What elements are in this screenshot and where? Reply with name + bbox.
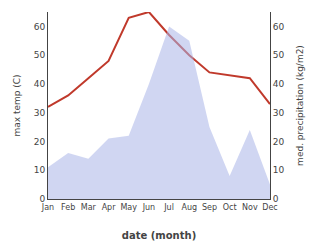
svg-text:Aug: Aug [181, 203, 197, 212]
svg-text:20: 20 [34, 137, 46, 147]
svg-text:30: 30 [34, 108, 46, 118]
svg-text:10: 10 [34, 165, 46, 175]
svg-text:30: 30 [273, 108, 285, 118]
svg-text:med. precipitation (kg/m2): med. precipitation (kg/m2) [295, 45, 305, 166]
svg-text:Sep: Sep [202, 203, 217, 212]
svg-text:Mar: Mar [81, 203, 97, 212]
svg-text:Jan: Jan [41, 203, 54, 212]
svg-text:Jul: Jul [163, 203, 174, 212]
svg-text:0: 0 [39, 194, 45, 204]
svg-text:date (month): date (month) [122, 230, 196, 241]
svg-text:50: 50 [273, 50, 285, 60]
svg-text:May: May [120, 203, 137, 212]
svg-text:max temp (C): max temp (C) [12, 74, 22, 136]
svg-text:20: 20 [273, 137, 285, 147]
svg-text:50: 50 [34, 50, 46, 60]
svg-text:40: 40 [273, 79, 285, 89]
svg-text:Dec: Dec [262, 203, 277, 212]
svg-text:10: 10 [273, 165, 285, 175]
svg-text:60: 60 [34, 22, 46, 32]
svg-text:40: 40 [34, 79, 46, 89]
svg-text:Feb: Feb [61, 203, 75, 212]
svg-text:Apr: Apr [102, 203, 117, 212]
svg-text:Nov: Nov [242, 203, 258, 212]
svg-text:60: 60 [273, 22, 285, 32]
svg-text:0: 0 [273, 194, 279, 204]
svg-text:Oct: Oct [223, 203, 237, 212]
svg-text:Jun: Jun [142, 203, 156, 212]
